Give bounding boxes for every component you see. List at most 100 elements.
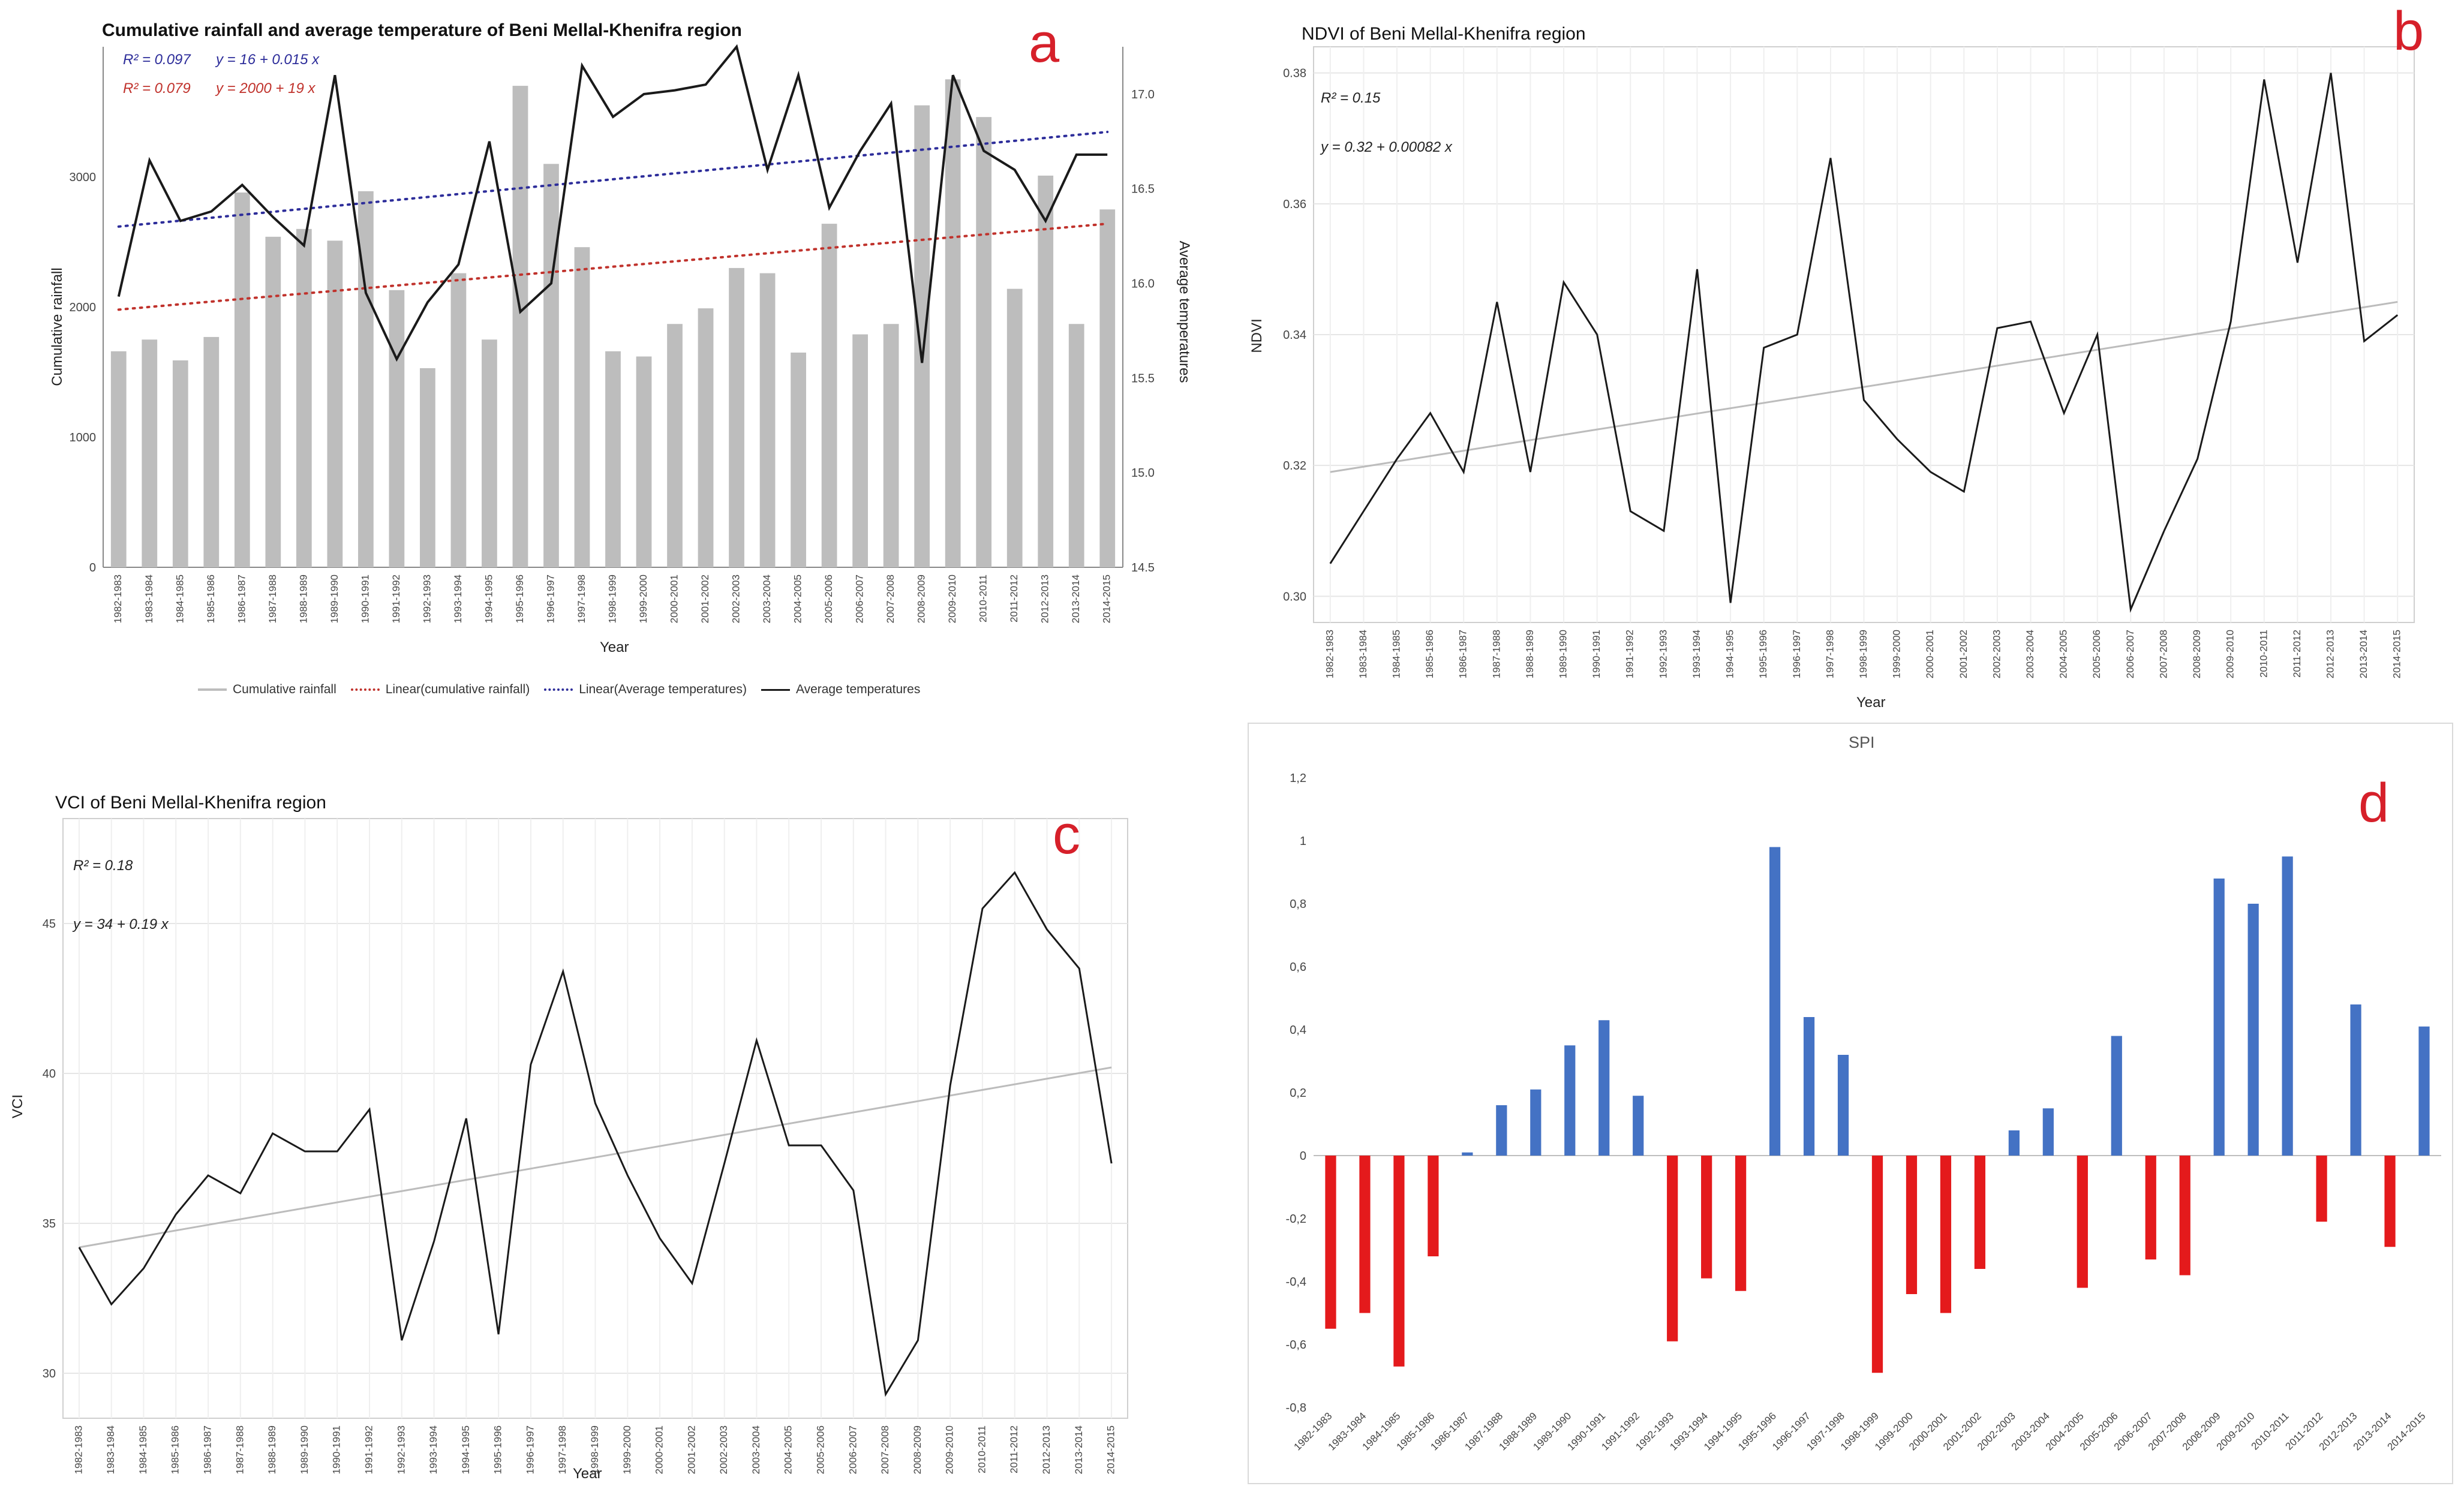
rainfall-bar: [574, 247, 590, 567]
chart-c-eq: y = 34 + 0.19 x: [73, 916, 169, 932]
spi-bar-positive: [1633, 1096, 1644, 1156]
x-tick-label: 1998-1999: [589, 1425, 600, 1474]
x-tick-label: 1994-1995: [460, 1425, 471, 1474]
legend-label-temp: Average temperatures: [795, 682, 921, 696]
y-tick-label: 30: [43, 1367, 56, 1380]
chart-c-ylabel: VCI: [10, 1094, 26, 1119]
rainfall-bar: [976, 117, 992, 567]
chart-d-title: SPI: [1849, 733, 1875, 751]
legend-label-rainfall: Cumulative rainfall: [233, 682, 336, 696]
legend-item-linear-rainfall: Linear(cumulative rainfall): [350, 682, 530, 697]
x-tick-label: 2010-2011: [2258, 630, 2269, 678]
spi-bar-negative: [1393, 1156, 1405, 1367]
panel-d-spi: -0,8 -0,6 -0,4 -0,2 0 0,2 0,4 0,6 0,8 1 1,2 1982-19…: [1249, 724, 2452, 1483]
chart-d-letter: d: [2358, 772, 2390, 834]
y2-tick-label: 15.0: [1131, 467, 1155, 480]
chart-a-legend: Cumulative rainfall Linear(cumulative ra…: [198, 678, 934, 702]
rainfall-bar: [203, 336, 220, 567]
x-tick-label: 2004-2005: [2058, 630, 2069, 678]
x-tick-label: 1990-1991: [331, 1425, 342, 1474]
chart-b-xlabel: Year: [1856, 694, 1886, 711]
x-tick-label: 2007-2008: [2157, 630, 2169, 678]
chart-b-letter: b: [2393, 1, 2424, 62]
chart-c-r2: R² = 0.18: [73, 858, 133, 874]
x-tick-label: 2005-2006: [815, 1425, 826, 1474]
legend-label-linear-temp: Linear(Average temperatures): [579, 682, 747, 696]
legend-item-temp: Average temperatures: [761, 682, 920, 697]
x-tick-label: 2000-2001: [654, 1425, 665, 1474]
x-tick-label: 1984-1985: [174, 574, 185, 623]
panel-c-vci: 30 35 40 45 1982-1983 1983-1984 1984-1985 1985-…: [0, 774, 1152, 1492]
spi-bar-positive: [1462, 1152, 1473, 1156]
x-tick-label: 1986-1987: [1458, 630, 1469, 678]
rainfall-bar: [698, 308, 714, 567]
spi-bar-positive: [2247, 904, 2259, 1156]
spi-bar-negative: [1940, 1156, 1952, 1313]
y2-tick-label: 16.5: [1131, 183, 1155, 196]
chart-b-svg: 0.30 0.32 0.34 0.36 0.38 1982-1983 1983-1984 19…: [1283, 46, 2415, 678]
spi-bar-negative: [2384, 1156, 2396, 1247]
spi-bar-positive: [2213, 879, 2225, 1156]
spi-bar-negative: [1974, 1156, 1986, 1269]
x-tick-label: 1998-1999: [606, 574, 618, 623]
y-tick-label: 0.36: [1283, 198, 1306, 211]
spi-bar-negative: [2179, 1156, 2190, 1276]
rainfall-bar: [110, 351, 127, 567]
x-tick-label: 2012-2013: [1041, 1425, 1052, 1474]
x-tick-label: 1989-1990: [1558, 630, 1569, 678]
y-tick-label: 1000: [70, 431, 97, 444]
spi-bar-negative: [1735, 1156, 1747, 1291]
chart-b-r2: R² = 0.15: [1321, 90, 1381, 106]
x-tick-label: 2006-2007: [2125, 630, 2136, 678]
rainfall-bar: [296, 228, 312, 567]
rainfall-bar: [883, 324, 899, 567]
rainfall-bar: [543, 164, 559, 567]
chart-a-r2-temp: R² = 0.097: [123, 52, 191, 68]
x-tick-label: 1992-1993: [1657, 630, 1669, 678]
x-tick-label: 1984-1985: [137, 1425, 149, 1474]
chart-a-r2-rain: R² = 0.079: [123, 80, 191, 97]
x-tick-label: 2002-2003: [1991, 630, 2002, 678]
x-tick-label: 1996-1997: [545, 574, 556, 623]
spi-bar-positive: [2008, 1130, 2020, 1156]
x-tick-label: 1984-1985: [1390, 630, 1402, 678]
rainfall-bar: [945, 79, 961, 567]
chart-c-xlabel: Year: [573, 1466, 602, 1482]
y2-tick-label: 16.0: [1131, 278, 1155, 291]
x-tick-label: 1997-1998: [1824, 630, 1835, 678]
legend-key-temp: [761, 688, 790, 691]
ndvi-trend-line: [1330, 300, 2398, 473]
spi-bar-negative: [1667, 1156, 1678, 1341]
panel-d-frame: [1248, 723, 2453, 1484]
vci-line: [78, 871, 1113, 1397]
rainfall-bar: [759, 273, 776, 567]
chart-a-ylabel: Cumulative rainfall: [49, 267, 65, 386]
rainfall-bar: [389, 290, 405, 567]
rainfall-bar: [450, 273, 467, 567]
chart-c-svg: 30 35 40 45 1982-1983 1983-1984 1984-1985 1985-…: [43, 818, 1128, 1474]
x-tick-label: 2010-2011: [978, 574, 989, 622]
x-tick-label: 1996-1997: [524, 1425, 536, 1474]
x-tick-label: 2014-2015: [2391, 630, 2403, 678]
x-tick-label: 1995-1996: [492, 1425, 504, 1474]
spi-bar-negative: [1359, 1156, 1371, 1313]
rainfall-bar: [420, 368, 435, 567]
y-tick-label: 0: [1300, 1150, 1306, 1163]
y-tick-label: 1,2: [1290, 772, 1306, 785]
y-tick-label: 0,4: [1290, 1024, 1306, 1037]
x-tick-label: 2012-2013: [2324, 630, 2336, 678]
rainfall-bar: [1068, 324, 1084, 567]
x-tick-label: 2005-2006: [823, 574, 834, 623]
y-tick-label: 0.30: [1283, 590, 1306, 603]
x-tick-label: 2008-2009: [912, 1425, 923, 1474]
chart-a-svg: 0 1000 2000 3000 1982-1983 1983-1984 1984-1985…: [70, 44, 1155, 623]
rainfall-bar: [852, 334, 868, 567]
x-tick-label: 1992-1993: [395, 1425, 407, 1474]
x-tick-label: 2001-2002: [699, 574, 711, 623]
x-tick-label: 1988-1989: [266, 1425, 278, 1474]
x-tick-label: 1986-1987: [236, 574, 247, 623]
x-tick-label: 1990-1991: [1591, 630, 1602, 678]
rainfall-bar: [729, 267, 744, 567]
y-tick-label: 3000: [70, 171, 97, 184]
rainfall-bar: [482, 339, 497, 567]
